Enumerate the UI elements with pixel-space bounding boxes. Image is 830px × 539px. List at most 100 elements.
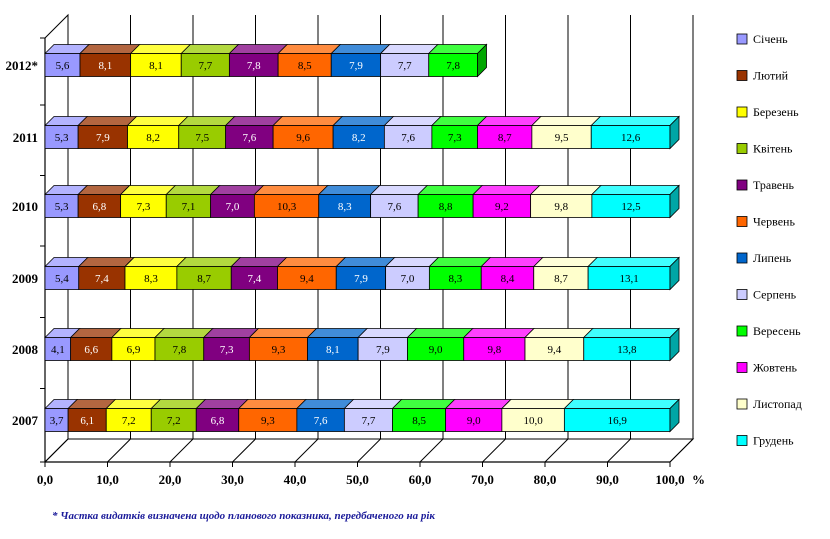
bar-top-face bbox=[532, 257, 599, 267]
data-label: 7,6 bbox=[388, 201, 402, 213]
legend-item: Травень bbox=[736, 178, 795, 192]
floor-gridline bbox=[357, 438, 381, 463]
data-label: 3,7 bbox=[50, 415, 64, 427]
data-label: 9,8 bbox=[554, 201, 568, 213]
bar-top-face bbox=[379, 44, 439, 54]
bar-top-face bbox=[480, 257, 544, 267]
data-label: 6,9 bbox=[127, 344, 141, 356]
bar-top-face bbox=[472, 185, 541, 195]
bar-top-face bbox=[295, 399, 355, 409]
bar-side-face bbox=[669, 256, 680, 291]
bar-segment: 8,7 bbox=[476, 116, 542, 149]
legend-item: Липень bbox=[736, 251, 792, 265]
bar-top-face bbox=[391, 399, 456, 409]
data-label: 4,1 bbox=[51, 344, 65, 356]
bar-segment: 9,0 bbox=[444, 399, 512, 432]
x-tick-label: 0,0 bbox=[37, 472, 53, 487]
data-label: 6,8 bbox=[93, 201, 107, 213]
y-tick-label: 2010 bbox=[12, 199, 38, 214]
bar-segment: 9,4 bbox=[524, 328, 594, 361]
floor-gridline bbox=[419, 438, 444, 463]
floor-gridline bbox=[169, 438, 194, 463]
bar-segment: 7,9 bbox=[330, 44, 391, 77]
bar-top-face bbox=[590, 116, 680, 126]
bar-segment: 10,3 bbox=[253, 185, 329, 218]
data-label: 7,1 bbox=[182, 201, 196, 213]
legend-label: Травень bbox=[753, 178, 795, 192]
bar-side-face bbox=[669, 115, 680, 150]
legend-swatch bbox=[736, 216, 748, 227]
bar-top-face bbox=[237, 399, 307, 409]
bar-top-face bbox=[175, 257, 242, 267]
legend-label: Вересень bbox=[753, 324, 801, 338]
bar-top-face bbox=[335, 257, 396, 267]
bar-top-face bbox=[476, 116, 542, 126]
legend-item: Березень bbox=[736, 105, 799, 119]
data-label: 8,5 bbox=[298, 60, 312, 72]
legend-label: Січень bbox=[753, 32, 788, 46]
bar-segment: 8,1 bbox=[306, 328, 369, 361]
bar-top-face bbox=[129, 44, 192, 54]
data-label: 7,9 bbox=[376, 344, 390, 356]
x-tick-label: 40,0 bbox=[284, 472, 307, 487]
data-label: 10,3 bbox=[277, 201, 297, 213]
bar-top-face bbox=[357, 328, 418, 338]
legend-item: Лютий bbox=[736, 69, 789, 83]
x-tick-label: 90,0 bbox=[596, 472, 619, 487]
data-label: 5,4 bbox=[55, 273, 69, 285]
bar-segment: 6,8 bbox=[77, 185, 131, 218]
legend-item: Червень bbox=[736, 215, 795, 229]
data-label: 9,4 bbox=[548, 344, 562, 356]
data-label: 5,6 bbox=[56, 60, 70, 72]
bar-segment: 7,8 bbox=[228, 44, 289, 77]
bar-segment: 8,3 bbox=[124, 257, 187, 290]
data-label: 9,0 bbox=[429, 344, 443, 356]
bar-top-face bbox=[330, 44, 391, 54]
data-label: 13,1 bbox=[619, 273, 638, 285]
bar-segment: 7,0 bbox=[209, 185, 265, 218]
bar-top-face bbox=[317, 185, 381, 195]
bar-segment: 7,3 bbox=[430, 116, 488, 149]
legend-swatch bbox=[736, 33, 748, 45]
bar-segment: 3,7 bbox=[44, 399, 79, 432]
bar-top-face bbox=[417, 185, 484, 195]
bar-segment: 9,8 bbox=[462, 328, 535, 361]
bar-segment: 8,2 bbox=[126, 116, 189, 149]
legend-item: Серпень bbox=[736, 288, 797, 302]
bar-top-face bbox=[462, 328, 535, 338]
bar-side-face bbox=[669, 184, 680, 219]
bar-segment: 7,7 bbox=[180, 44, 240, 77]
x-tick-label: 60,0 bbox=[409, 472, 432, 487]
data-label: 8,3 bbox=[144, 273, 158, 285]
bar-segment: 9,3 bbox=[237, 399, 307, 432]
bar-segment: 6,6 bbox=[69, 328, 122, 361]
data-label: 7,2 bbox=[167, 415, 181, 427]
bars: 3,7 6,1 7,2 7,2 6,8 9,3 7,6 7,7 8,5 9,0 10,0 16,9 4,… bbox=[44, 43, 680, 433]
data-label: 9,2 bbox=[495, 201, 509, 213]
bar-top-face bbox=[444, 399, 512, 409]
legend-label: Лютий bbox=[753, 69, 789, 83]
data-label: 8,4 bbox=[501, 273, 515, 285]
chart-footnote: * Частка видатків визначена щодо планово… bbox=[52, 510, 435, 522]
floor-gridline bbox=[482, 438, 506, 463]
data-label: 7,8 bbox=[247, 60, 261, 72]
bar-top-face bbox=[383, 116, 442, 126]
data-label: 7,6 bbox=[401, 132, 415, 144]
x-tick-label: 70,0 bbox=[471, 472, 494, 487]
data-label: 8,2 bbox=[352, 132, 366, 144]
bar-segment: 10,0 bbox=[500, 399, 575, 432]
bar-top-face bbox=[332, 116, 395, 126]
data-label: 8,7 bbox=[554, 273, 568, 285]
bar-segment: 13,8 bbox=[582, 327, 680, 362]
data-label: 8,2 bbox=[146, 132, 160, 144]
legend-label: Березень bbox=[753, 105, 799, 119]
bar-side-face bbox=[669, 398, 680, 433]
bar-segment: 9,8 bbox=[529, 185, 602, 218]
y-tick-label: 2012* bbox=[6, 58, 39, 73]
data-label: 7,8 bbox=[173, 344, 187, 356]
bar-segment: 7,6 bbox=[224, 116, 284, 149]
data-label: 6,6 bbox=[84, 344, 98, 356]
legend-swatch bbox=[736, 289, 748, 300]
bar-top-face bbox=[124, 257, 187, 267]
legend-item: Квітень bbox=[736, 142, 793, 156]
